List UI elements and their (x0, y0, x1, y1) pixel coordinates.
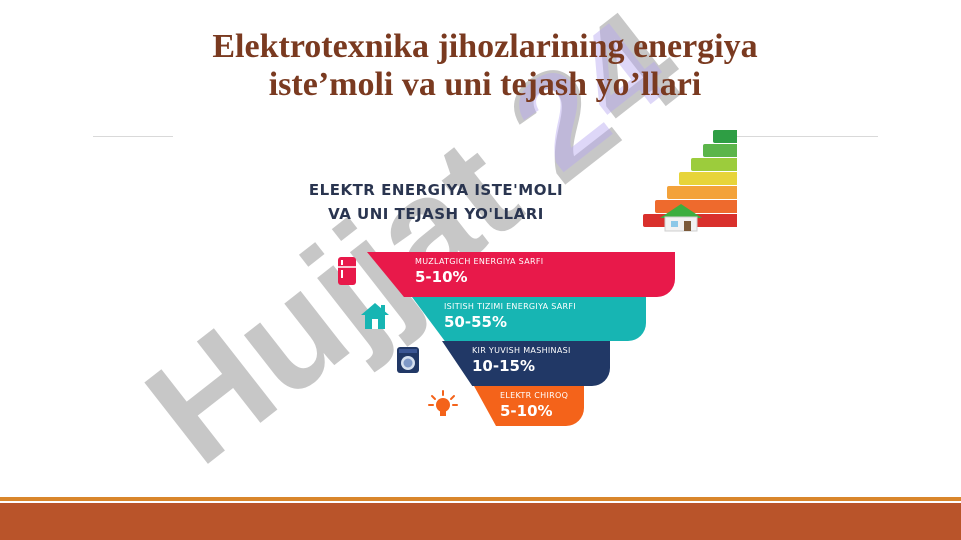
energy-infographic: ELEKTR ENERGIYA ISTE'MOLI VA UNI TEJASH … (272, 130, 737, 430)
item-value: 5-10% (500, 402, 553, 420)
divider-right (735, 136, 878, 137)
page-title: Elektrotexnika jihozlarining energiya is… (100, 28, 870, 104)
item-label: MUZLATGICH ENERGIYA SARFI (415, 257, 544, 266)
footer-accent-bar (0, 497, 961, 501)
rating-bar (713, 130, 737, 143)
infographic-item-washing-machine: KIR YUVISH MASHINASI 10-15% (442, 341, 610, 386)
infographic-item-heating: ISITISH TIZIMI ENERGIYA SARFI 50-55% (412, 297, 646, 341)
refrigerator-icon (338, 257, 356, 285)
infographic-item-refrigerator: MUZLATGICH ENERGIYA SARFI 5-10% (367, 252, 675, 297)
divider-left (93, 136, 173, 137)
item-label: ELEKTR CHIROQ (500, 391, 569, 400)
item-value: 10-15% (472, 357, 536, 375)
item-value: 5-10% (415, 268, 468, 286)
item-label: KIR YUVISH MASHINASI (472, 346, 571, 355)
footer-bar (0, 503, 961, 540)
title-line-1: Elektrotexnika jihozlarining energiya (212, 28, 758, 65)
item-value: 50-55% (444, 313, 508, 331)
infographic-item-light: ELEKTR CHIROQ 5-10% (474, 386, 584, 426)
rating-bar (679, 172, 737, 185)
house-icon (660, 204, 702, 232)
house-heating-icon (361, 303, 389, 329)
light-bulb-icon (428, 390, 458, 416)
title-line-2: iste’moli va uni tejash yo’llari (268, 66, 702, 103)
rating-bar (667, 186, 737, 199)
rating-bar (691, 158, 737, 171)
rating-bar (703, 144, 737, 157)
washing-machine-icon (397, 347, 419, 373)
infographic-heading: ELEKTR ENERGIYA ISTE'MOLI VA UNI TEJASH … (286, 178, 586, 226)
infographic-heading-line-2: VA UNI TEJASH YO'LLARI (328, 205, 544, 223)
item-label: ISITISH TIZIMI ENERGIYA SARFI (444, 302, 576, 311)
energy-rating-graphic (634, 130, 737, 235)
infographic-heading-line-1: ELEKTR ENERGIYA ISTE'MOLI (308, 181, 564, 199)
